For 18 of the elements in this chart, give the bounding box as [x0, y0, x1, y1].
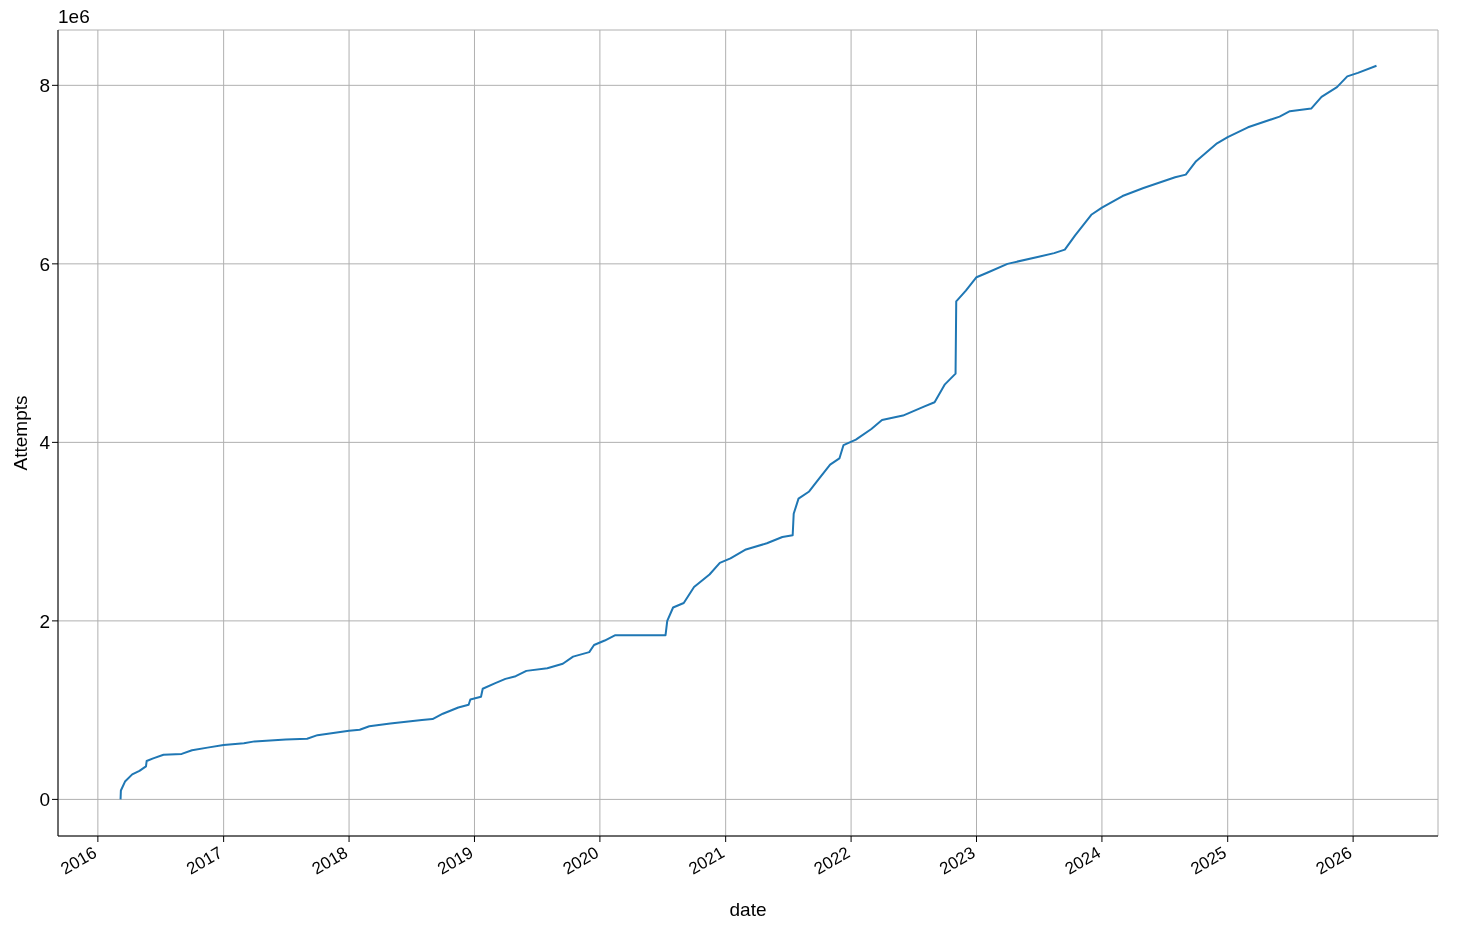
y-tick-label: 4: [39, 432, 51, 454]
y-axis-title: Attempts: [9, 395, 31, 471]
x-tick-label: 2020: [559, 843, 602, 879]
x-tick-label: 2022: [810, 843, 854, 879]
x-tick-label: 2023: [936, 843, 979, 879]
x-tick-label: 2021: [685, 843, 728, 879]
x-tick-label: 2018: [308, 843, 352, 879]
x-axis-title: date: [729, 899, 767, 920]
x-tick-label: 2016: [57, 843, 100, 879]
x-tick-label: 2019: [434, 843, 477, 879]
y-tick-label: 2: [39, 610, 50, 632]
x-tick-label: 2024: [1061, 843, 1104, 879]
text: 1e6: [58, 6, 90, 28]
x-tick-label: 2026: [1312, 843, 1356, 879]
y-tick-label: 6: [39, 253, 50, 275]
line-series: [119, 64, 1378, 801]
y-tick-label: 8: [39, 75, 50, 97]
y-tick-label: 0: [39, 789, 50, 811]
